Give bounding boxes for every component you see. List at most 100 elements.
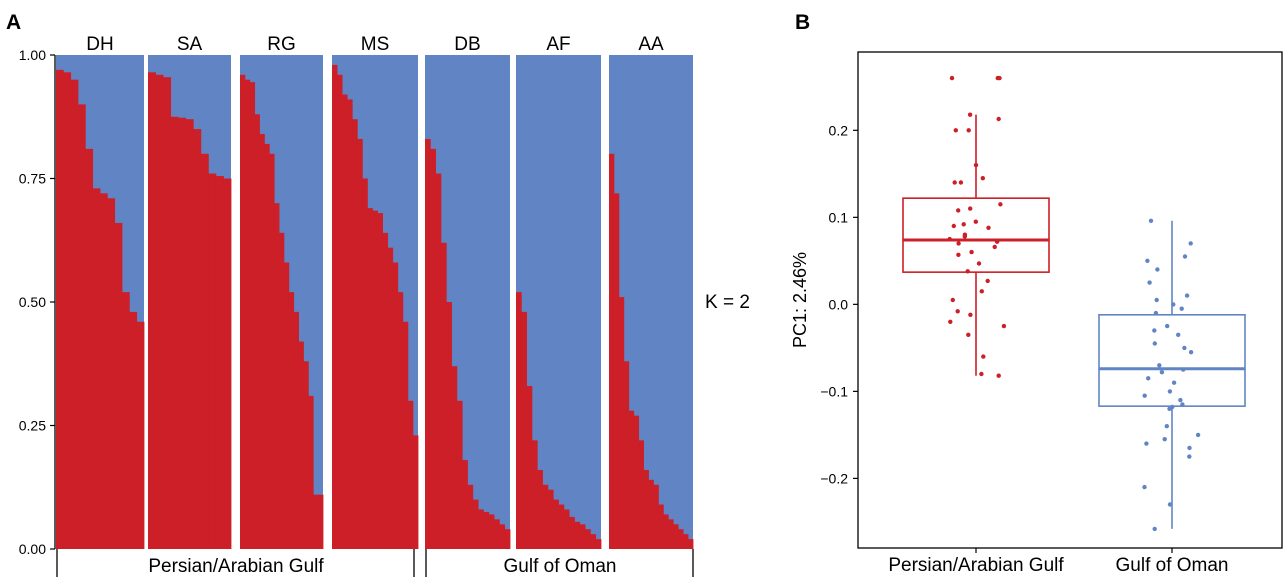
admixture-bar [402,321,409,549]
admixture-bar [467,484,474,549]
admixture-bar [308,395,314,549]
admixture-bar [283,262,290,549]
admixture-bar [446,302,452,549]
data-point [1142,393,1147,398]
admixture-bar [223,178,232,549]
admixture-bar [372,210,378,550]
data-point [1152,526,1157,532]
data-point [953,128,958,133]
data-point [994,239,1000,244]
admixture-bar [521,311,528,549]
data-point [947,236,952,242]
data-point [985,278,990,284]
data-point [973,219,978,224]
data-point [949,75,955,81]
admixture-bar [264,143,270,550]
data-point [962,234,967,239]
data-point [1171,302,1176,307]
admixture-bar [563,509,570,549]
boxplot-gulf [902,75,1050,378]
admixture-bar [618,297,625,549]
admixture-bar [633,415,640,549]
admixture-bar [558,504,565,549]
data-point [1154,297,1159,303]
data-point [1001,323,1007,329]
admixture-bar [451,366,458,549]
data-point [1188,350,1194,355]
admixture-bar [367,208,373,549]
admixture-bar [638,440,644,549]
data-point [1171,380,1177,385]
admixture-bar [249,82,256,550]
admixture-bar [377,213,383,549]
admixture-bar [70,79,79,549]
panel-a-letter: A [6,11,21,34]
admixture-bar [488,514,495,549]
admixture-bar [494,519,500,549]
data-point [1159,370,1165,375]
admixture-bar [430,148,437,550]
data-point [1182,345,1187,351]
panel-b-letter: B [795,11,810,34]
data-point [980,176,985,181]
admixture-bar [357,138,363,550]
admixture-bar [478,509,484,549]
admixture-bar [472,499,479,549]
data-point [1167,389,1173,394]
k-label: K = 2 [705,292,750,313]
data-point [998,202,1003,207]
admixture-bar [288,292,295,549]
admixture-bar [342,94,348,550]
admixture-bar [628,410,635,549]
data-point [992,244,997,250]
data-point [1145,258,1150,263]
admixture-bar [208,173,217,549]
admixture-bar [148,72,156,549]
admixture-bar [318,494,324,549]
admixture-bar [483,511,490,549]
admixture-bar [63,72,72,549]
population-label: SA [177,34,203,55]
b-y-tick-label: 0.1 [829,209,849,225]
admixture-bar [122,292,130,549]
data-point [952,180,957,185]
panel-a-population-labels: DH SA RG MS DB AF AA [86,34,664,55]
panel-b-frame [857,51,1283,549]
data-point [1179,306,1184,311]
data-point [1195,432,1201,438]
data-point [1184,293,1190,298]
admixture-bar [303,361,309,549]
data-point [966,128,971,133]
admixture-bar [643,469,649,549]
panel-a-y-axis: 0.00 0.25 0.50 0.75 1.00 [19,47,56,557]
admixture-bar [332,64,338,549]
admixture-bar [462,460,468,549]
admixture-bar [100,193,108,549]
admixture-bar [678,529,684,549]
b-y-tick-label: 0.0 [829,296,849,312]
admixture-bar [547,489,554,549]
admixture-bar [92,188,101,549]
b-y-tick-label: −0.2 [820,470,848,486]
x-category-label: Persian/Arabian Gulf [888,555,1064,576]
data-point [1148,218,1154,223]
data-point [956,252,961,257]
region-label-gulf: Persian/Arabian Gulf [148,556,324,577]
admixture-bar [542,484,549,549]
admixture-bar [648,479,654,549]
region-label-oman: Gulf of Oman [504,556,617,577]
admixture-bar [623,361,630,549]
data-point [1147,280,1152,285]
box-iqr [902,197,1050,273]
box-iqr [1098,313,1246,407]
boxplot-oman [1098,218,1246,532]
admixture-bar [579,524,586,549]
data-point [1188,241,1193,246]
data-point [948,319,953,324]
admixture-bar [537,469,543,549]
data-point [1144,441,1149,446]
data-point [969,249,974,255]
data-point [1187,454,1192,459]
population-label: DB [454,34,480,55]
admixture-bar [193,129,202,549]
